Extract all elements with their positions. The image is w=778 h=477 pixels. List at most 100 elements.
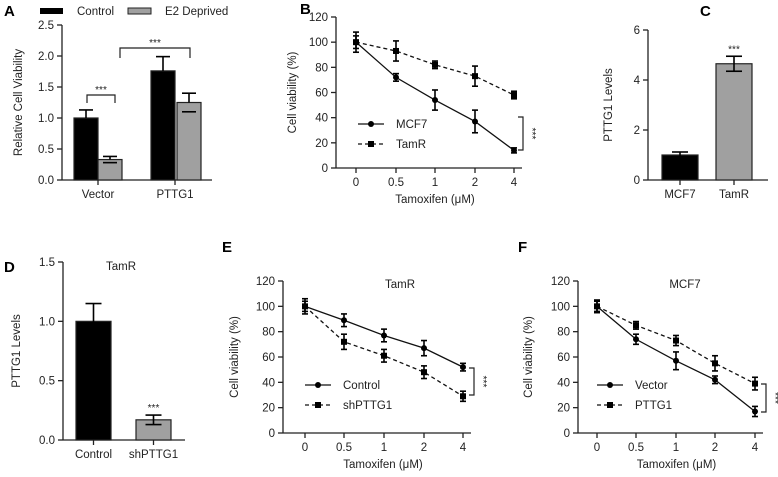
x-tick-label: 2 [421,442,427,454]
x-tick-label: Control [75,449,112,461]
y-tick-label: 20 [557,403,570,415]
x-tick-label: 0 [594,442,600,454]
data-point [712,376,718,383]
y-tick-label: 20 [315,138,328,150]
x-tick-label: MCF7 [664,189,695,201]
significance-bracket [761,383,767,413]
data-point [673,337,679,344]
y-tick-label: 40 [557,377,570,389]
significance-stars: *** [148,403,160,414]
x-tick-label: 2 [472,177,478,189]
y-tick-label: 60 [262,352,275,364]
y-tick-label: 4 [634,75,641,87]
panel-label: A [4,3,15,20]
legend-label: PTTG1 [635,400,672,412]
x-tick-label: 0 [302,442,308,454]
y-tick-label: 80 [557,327,570,339]
significance-stars: *** [769,392,778,404]
x-axis-label: Tamoxifen (μM) [343,459,423,471]
significance-stars: *** [149,38,161,49]
x-tick-label: shPTTG1 [129,449,178,461]
bar [715,63,753,181]
panel-title: MCF7 [669,279,700,291]
y-tick-label: 20 [262,403,275,415]
data-point [393,47,399,54]
significance-bracket [86,94,116,103]
significance-bracket [469,367,475,396]
data-point [460,364,466,371]
x-tick-label: 1 [381,442,387,454]
y-tick-label: 100 [551,301,570,313]
legend-label: TamR [396,139,426,151]
panel-label: F [518,239,527,256]
data-point [381,332,387,339]
y-axis-label: Cell viability (%) [229,316,241,398]
data-point [341,317,347,324]
legend-marker [315,382,321,388]
bar [73,117,99,181]
y-tick-label: 1.5 [38,82,54,94]
y-tick-label: 60 [557,352,570,364]
legend-marker [607,402,613,408]
data-point [511,147,517,154]
data-point [633,336,639,343]
y-tick-label: 1.5 [39,257,55,269]
x-tick-label: 0.5 [388,177,404,189]
legend-marker [368,121,374,127]
y-tick-label: 40 [262,377,275,389]
x-axis-label: Tamoxifen (μM) [637,459,717,471]
data-point [432,97,438,104]
y-tick-label: 120 [551,276,570,288]
x-tick-label: 4 [511,177,518,189]
data-point [633,322,639,329]
y-tick-label: 0.5 [39,376,55,388]
x-tick-label: Vector [82,189,115,201]
panel-a: A 0.0 0.5 1.0 1.5 2.0 2.5 Relative Cell Viabili… [4,3,228,201]
data-point [752,380,758,387]
legend-marker [607,382,613,388]
legend-label: Vector [635,380,668,392]
panel-label: B [300,1,311,18]
data-point [594,303,600,310]
legend-label: Control [77,6,114,18]
data-point [381,352,387,359]
panel-b: B 0 20 40 60 80 100 120 Cell viability (%) 0 0.5 1 2… [287,1,537,206]
panel-c: C 0 2 4 6 PTTG1 Levels MCF7 TamR *** [603,3,768,201]
legend-swatch [127,7,152,15]
x-tick-label: 0.5 [336,442,352,454]
panel-title: TamR [106,261,136,273]
data-point [472,118,478,125]
y-tick-label: 100 [256,301,275,313]
y-tick-label: 120 [256,276,275,288]
data-point [712,360,718,367]
y-tick-label: 1.0 [39,316,55,328]
x-tick-label: 1 [432,177,438,189]
y-axis-label: PTTG1 Levels [603,68,615,142]
legend-marker [368,141,374,147]
y-tick-label: 80 [262,327,275,339]
legend-swatch [40,8,63,14]
y-axis-label: PTTG1 Levels [11,314,23,388]
data-point [673,357,679,364]
bar [150,70,176,181]
panel-label: E [222,239,232,256]
y-tick-label: 1.0 [38,113,54,125]
data-point [393,74,399,81]
panel-label: C [700,3,711,20]
panel-f: F 0 20 40 60 80 100 120 Cell viability (%) MCF7 0 0… [518,239,778,471]
data-point [752,408,758,415]
y-tick-label: 6 [634,25,640,37]
panel-e: E 0 20 40 60 80 100 120 Cell viability (%) TamR 0 0… [222,239,488,471]
significance-stars: *** [95,85,107,96]
x-tick-label: 1 [673,442,679,454]
y-tick-label: 0 [564,428,570,440]
legend-marker [315,402,321,408]
significance-stars: *** [477,376,488,388]
y-tick-label: 0.5 [38,144,54,156]
x-tick-label: TamR [719,189,749,201]
bar [176,101,202,181]
y-tick-label: 80 [315,62,328,74]
data-point [302,303,308,310]
panel-d: D 0.0 0.5 1.0 1.5 PTTG1 Levels TamR Control shPT… [4,257,185,461]
significance-bracket [119,47,191,58]
